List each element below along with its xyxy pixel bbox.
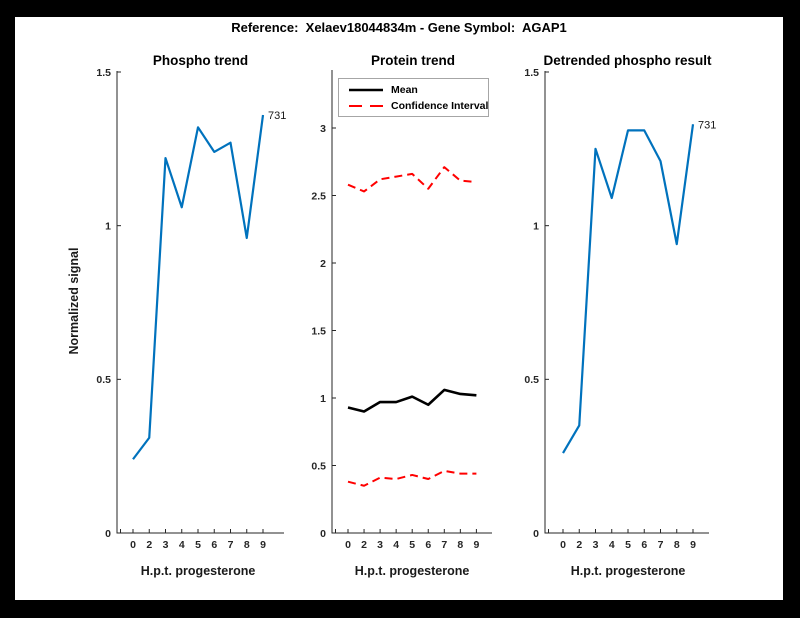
- x-tick-label: 7: [658, 539, 664, 551]
- x-tick-label: 6: [641, 539, 647, 551]
- x-tick-label: 0: [345, 539, 351, 551]
- x-tick-label: 7: [228, 539, 234, 551]
- legend-item-confidence-interval: Confidence Interval: [348, 98, 488, 114]
- x-tick-label: 9: [473, 539, 479, 551]
- y-tick-label: 1.5: [311, 325, 326, 337]
- figure-background: Reference: Xelaev18044834m - Gene Symbol…: [15, 17, 783, 600]
- series-line-confidence-interval-lower: [347, 469, 477, 487]
- mean-line-sample: [349, 88, 383, 92]
- axis-spines: [544, 71, 709, 534]
- y-tick-label: 1: [533, 220, 539, 232]
- x-tick-label: 8: [244, 539, 250, 551]
- x-tick-label: 5: [409, 539, 415, 551]
- series-line-phospho-signal: [132, 114, 265, 460]
- y-tick-label: 0.5: [524, 374, 539, 386]
- x-tick-label: 0: [560, 539, 566, 551]
- x-axis-label-plot2: H.p.t. progesterone: [354, 564, 470, 578]
- plot-title-phospho-trend: Phospho trend: [152, 53, 249, 68]
- x-tick-label: 6: [425, 539, 431, 551]
- series-line-detrended-phospho: [562, 124, 695, 454]
- legend-label-confidence-interval: Confidence Interval: [391, 100, 489, 112]
- x-axis-label-plot1: H.p.t. progesterone: [140, 564, 256, 578]
- series-line-confidence-interval-upper: [347, 166, 477, 193]
- x-tick-label: 5: [195, 539, 201, 551]
- data-point-label: 731: [698, 119, 716, 131]
- x-tick-label: 6: [211, 539, 217, 551]
- x-tick-label: 3: [163, 539, 169, 551]
- legend-label-mean: Mean: [391, 84, 418, 96]
- y-tick-label: 2.5: [311, 190, 326, 202]
- x-tick-label: 8: [674, 539, 680, 551]
- y-tick-label: 0: [533, 528, 539, 540]
- x-tick-label: 2: [146, 539, 152, 551]
- legend: Mean Confidence Interval: [338, 78, 489, 117]
- y-tick-label: 0.5: [96, 374, 111, 386]
- y-tick-label: 0.5: [311, 460, 326, 472]
- legend-item-mean: Mean: [348, 82, 488, 98]
- x-tick-label: 9: [260, 539, 266, 551]
- y-tick-label: 1: [320, 393, 326, 405]
- y-tick-label: 3: [320, 123, 326, 135]
- figure-title: Reference: Xelaev18044834m - Gene Symbol…: [231, 20, 567, 35]
- y-axis-label: Normalized signal: [67, 247, 81, 355]
- x-tick-label: 0: [130, 539, 136, 551]
- y-tick-label: 1: [105, 220, 111, 232]
- plot-title-protein-trend: Protein trend: [370, 53, 455, 68]
- x-axis-label-plot3: H.p.t. progesterone: [570, 564, 686, 578]
- x-tick-label: 9: [690, 539, 696, 551]
- x-tick-label: 7: [441, 539, 447, 551]
- y-tick-label: 2: [320, 258, 326, 270]
- x-tick-label: 8: [457, 539, 463, 551]
- confidence-interval-line-sample: [349, 105, 383, 107]
- x-tick-label: 2: [576, 539, 582, 551]
- x-tick-label: 4: [393, 539, 399, 551]
- y-tick-label: 0: [320, 528, 326, 540]
- y-tick-label: 1.5: [96, 67, 111, 79]
- data-point-label: 731: [268, 110, 286, 122]
- plot-title-detrended-phospho-result: Detrended phospho result: [543, 53, 712, 68]
- x-tick-label: 4: [609, 539, 615, 551]
- series-line-mean: [347, 388, 477, 413]
- x-tick-label: 5: [625, 539, 631, 551]
- x-tick-label: 3: [593, 539, 599, 551]
- y-tick-label: 1.5: [524, 67, 539, 79]
- axis-spines: [331, 70, 492, 534]
- x-tick-label: 3: [377, 539, 383, 551]
- x-tick-label: 2: [361, 539, 367, 551]
- x-tick-label: 4: [179, 539, 185, 551]
- y-tick-label: 0: [105, 528, 111, 540]
